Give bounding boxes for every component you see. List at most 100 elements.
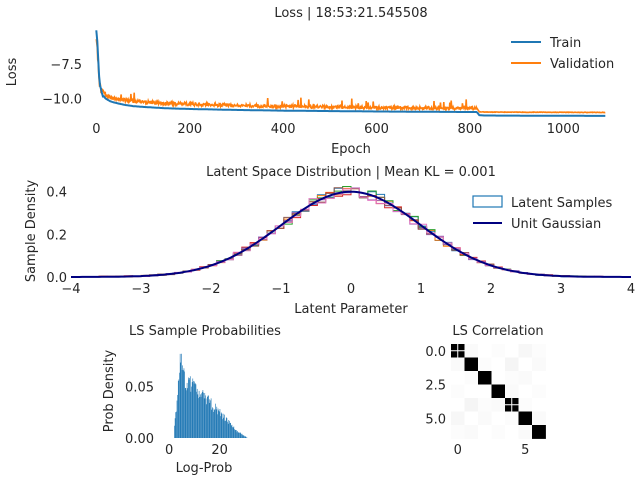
- prob-bar-45: [202, 390, 204, 438]
- loss-x-tick-3: 600: [364, 122, 389, 137]
- validation-line: [95, 39, 606, 114]
- prob-bar-65: [215, 403, 216, 438]
- corr-divider-h-1: [505, 404, 519, 406]
- prob-bar-58: [210, 398, 212, 438]
- prob-bar-41: [200, 394, 201, 438]
- corr-cell-3-2: [478, 384, 492, 399]
- correlation-title: LS Correlation: [452, 324, 543, 339]
- prob-bar-100: [237, 430, 238, 438]
- latent-x-tick-5: 1: [417, 282, 425, 297]
- prob-bar-48: [204, 393, 206, 438]
- prob-bar-42: [200, 396, 202, 438]
- corr-cell-1-2: [478, 357, 492, 372]
- prob-bar-60: [212, 407, 213, 438]
- prob-bar-12: [181, 370, 183, 438]
- corr-cell-6-1: [464, 425, 479, 439]
- legend-label-latent-samples: Latent Samples: [511, 196, 613, 211]
- sample-probabilities-chart: LS Sample Probabilities 0 20 0.00 0.05 Log…: [102, 324, 281, 476]
- prob-bar-80: [224, 420, 226, 438]
- corr-cell-6-3: [491, 425, 506, 439]
- loss-y-tick-0: −7.5: [50, 58, 82, 73]
- corr-cell-0-5: [518, 344, 533, 358]
- latent-x-tick-8: 4: [627, 282, 635, 297]
- prob-bar-91: [231, 424, 233, 438]
- sample-prob-title: LS Sample Probabilities: [129, 324, 281, 339]
- loss-x-axis-label: Epoch: [331, 142, 371, 157]
- sample-prob-x-tick-0: 0: [165, 443, 173, 458]
- prob-bar-38: [198, 398, 199, 438]
- prob-bar-51: [206, 404, 207, 438]
- corr-cell-5-3: [491, 411, 506, 426]
- prob-bar-17: [184, 387, 186, 438]
- prob-bar-44: [201, 391, 203, 438]
- loss-x-tick-4: 800: [457, 122, 482, 137]
- corr-cell-4-5: [518, 398, 533, 412]
- corr-cell-1-1: [464, 357, 479, 372]
- prob-bar-14: [183, 370, 184, 438]
- latent-x-tick-4: 0: [347, 282, 355, 297]
- prob-bar-98: [236, 430, 237, 438]
- prob-bar-96: [234, 429, 236, 438]
- prob-bar-67: [216, 406, 218, 438]
- corr-cell-6-2: [478, 425, 492, 439]
- latent-x-tick-3: −1: [271, 282, 290, 297]
- corr-cell-1-0: [451, 357, 465, 372]
- prob-bar-78: [223, 417, 225, 438]
- prob-bar-49: [205, 395, 206, 438]
- corr-cell-5-0: [451, 411, 465, 426]
- corr-cell-6-0: [451, 425, 465, 439]
- prob-bar-34: [195, 384, 197, 438]
- prob-bar-23: [188, 379, 190, 438]
- prob-bar-110: [243, 435, 245, 438]
- prob-bar-101: [237, 432, 239, 438]
- corr-cell-4-0: [451, 398, 465, 412]
- prob-bar-30: [193, 381, 194, 438]
- corr-cell-4-6: [532, 398, 546, 412]
- corr-cell-3-5: [518, 384, 533, 399]
- latent-x-tick-0: −4: [61, 282, 80, 297]
- prob-bar-114: [246, 437, 247, 438]
- loss-x-tick-5: 1000: [547, 122, 580, 137]
- corr-cell-1-5: [518, 357, 533, 372]
- prob-bar-47: [203, 398, 205, 438]
- corr-x-tick-0: 0: [454, 443, 462, 458]
- prob-bar-75: [221, 413, 223, 438]
- latent-chart-title: Latent Space Distribution | Mean KL = 0.…: [206, 165, 496, 180]
- prob-bar-108: [242, 435, 243, 438]
- prob-bar-103: [239, 433, 240, 438]
- prob-bar-79: [224, 414, 225, 438]
- corr-cell-2-1: [464, 371, 479, 385]
- prob-bar-10: [180, 362, 182, 438]
- legend-label-train: Train: [549, 36, 581, 51]
- prob-bar-2: [175, 412, 177, 438]
- loss-legend: Train Validation: [511, 36, 614, 72]
- corr-cell-3-4: [505, 384, 519, 399]
- corr-cell-5-2: [478, 411, 492, 426]
- prob-bar-86: [228, 419, 230, 438]
- loss-x-tick-1: 200: [177, 122, 202, 137]
- corr-cell-0-1: [464, 344, 479, 358]
- loss-x-tick-2: 400: [271, 122, 296, 137]
- prob-bar-72: [219, 409, 221, 438]
- prob-bar-43: [201, 393, 202, 438]
- latent-y-tick-1: 0.2: [46, 228, 67, 243]
- prob-bar-16: [184, 371, 185, 438]
- prob-bar-106: [241, 434, 242, 438]
- loss-chart-title: Loss | 18:53:21.545508: [274, 6, 427, 21]
- corr-cell-2-4: [505, 371, 519, 385]
- prob-bar-113: [245, 436, 247, 438]
- prob-bar-73: [220, 416, 221, 438]
- corr-cell-0-3: [491, 344, 506, 358]
- prob-bar-3: [176, 411, 177, 438]
- prob-bar-55: [208, 399, 210, 438]
- latent-y-axis-label: Sample Density: [24, 180, 39, 283]
- prob-bar-15: [183, 368, 185, 438]
- sample-prob-x-axis-label: Log-Prob: [176, 461, 233, 476]
- prob-bar-93: [232, 427, 234, 438]
- latent-distribution-chart: Latent Space Distribution | Mean KL = 0.…: [24, 165, 635, 317]
- prob-bar-32: [194, 381, 195, 438]
- prob-bar-21: [187, 388, 189, 438]
- prob-bar-37: [197, 394, 199, 438]
- prob-bar-56: [209, 402, 211, 438]
